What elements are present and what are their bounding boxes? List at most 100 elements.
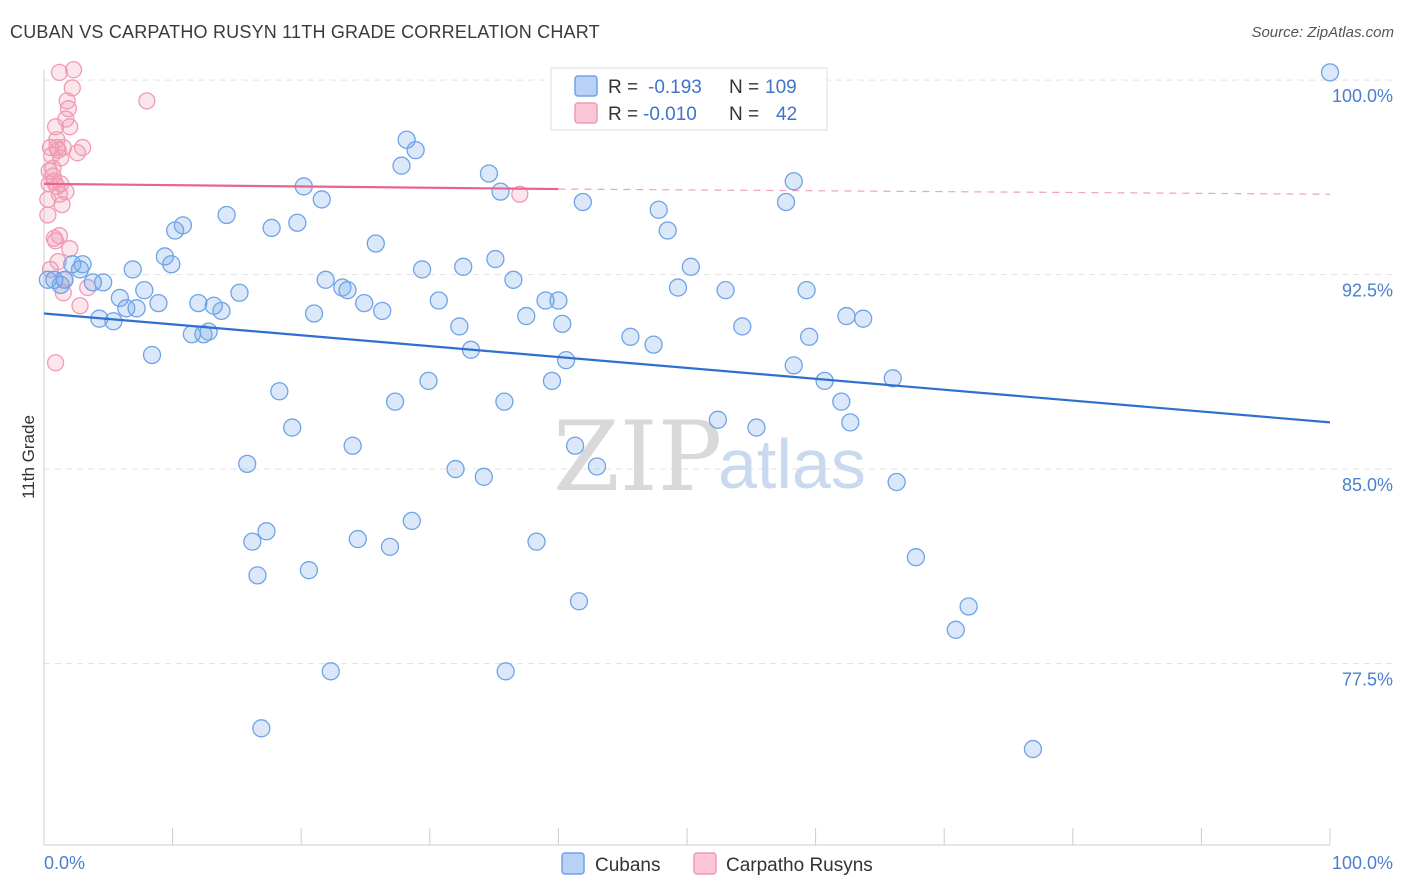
y-axis-label: 11th Grade xyxy=(19,415,38,499)
cuban-point xyxy=(348,529,367,549)
cuban-point xyxy=(162,255,181,274)
cuban-point xyxy=(419,371,438,391)
cuban-point xyxy=(104,312,123,331)
carpatho-rusyn-point xyxy=(46,354,65,372)
cuban-point xyxy=(479,164,499,183)
cuban-point xyxy=(343,436,362,455)
cuban-point xyxy=(837,306,856,326)
cuban-point xyxy=(243,532,262,551)
cuban-point xyxy=(504,270,523,289)
legend-pink-n-value: 42 xyxy=(776,104,797,125)
cuban-point xyxy=(496,662,515,681)
cuban-point xyxy=(565,436,585,455)
series-legend-swatch-cubans xyxy=(561,852,585,875)
legend-pink-r-label: R = xyxy=(608,104,638,125)
cuban-point xyxy=(127,299,146,318)
cuban-point xyxy=(212,301,231,321)
series-legend-cubans: Cubans xyxy=(595,855,661,876)
cuban-point xyxy=(658,221,677,240)
x-tick-label: 0.0% xyxy=(44,853,85,873)
cuban-point xyxy=(412,260,432,279)
cuban-point xyxy=(248,566,267,585)
cuban-point xyxy=(355,293,374,313)
cuban-point xyxy=(230,283,249,302)
cuban-point xyxy=(556,351,576,370)
cuban-point xyxy=(338,281,357,300)
cuban-point xyxy=(587,457,607,476)
cuban-point xyxy=(406,141,425,160)
cuban-point xyxy=(173,216,193,235)
axes xyxy=(43,70,1331,846)
cuban-point xyxy=(446,459,465,479)
cuban-point xyxy=(299,561,319,580)
cuban-point xyxy=(454,257,473,276)
cuban-point xyxy=(110,288,130,308)
cuban-point xyxy=(832,392,851,411)
legend-blue-r-value: -0.193 xyxy=(648,77,702,98)
cuban-point xyxy=(708,410,728,429)
cuban-point xyxy=(373,301,392,321)
carpatho-rusyn-point xyxy=(52,149,70,167)
x-tick-labels: 0.0% 100.0% xyxy=(44,853,1393,873)
carpatho-rusyn-point xyxy=(57,110,75,128)
cuban-point xyxy=(854,309,873,328)
carpatho-rusyn-point xyxy=(138,92,156,110)
carpatho-rusyn-point xyxy=(63,79,81,97)
chart-title: CUBAN VS CARPATHO RUSYN 11TH GRADE CORRE… xyxy=(10,22,600,42)
cuban-point xyxy=(668,278,688,297)
cuban-point xyxy=(321,662,340,681)
y-tick-label: 85.0% xyxy=(1342,475,1393,495)
cuban-point xyxy=(474,467,493,486)
cuban-point xyxy=(733,317,752,336)
watermark: ZIP atlas xyxy=(553,401,866,513)
cuban-point xyxy=(573,192,592,212)
cuban-point xyxy=(569,592,589,611)
cuban-point xyxy=(316,270,335,289)
carpatho-rusyn-point xyxy=(61,240,79,258)
cuban-point xyxy=(800,327,819,346)
carpatho-rusyn-point xyxy=(50,63,69,82)
legend-blue-n-label: N = xyxy=(729,77,759,98)
cuban-point xyxy=(283,418,302,437)
cuban-point xyxy=(747,418,766,437)
cuban-point xyxy=(517,306,536,326)
cuban-point xyxy=(392,156,411,175)
series-legend-carpatho: Carpatho Rusyns xyxy=(726,855,873,876)
cuban-point xyxy=(142,345,162,365)
y-tick-label: 92.5% xyxy=(1342,281,1393,301)
carpatho-rusyn-point xyxy=(40,162,58,180)
cuban-point xyxy=(946,620,965,639)
cubans-trend-line xyxy=(43,312,1331,424)
cuban-point xyxy=(83,273,103,292)
cuban-point xyxy=(366,234,385,253)
y-tick-label: 77.5% xyxy=(1342,670,1393,690)
cuban-point xyxy=(491,182,510,201)
carpatho-trend-extension xyxy=(558,188,1331,195)
cuban-point xyxy=(135,281,154,300)
cuban-point xyxy=(644,335,663,354)
cuban-point xyxy=(402,511,421,531)
cuban-point xyxy=(841,413,860,432)
carpatho-rusyn-point xyxy=(48,131,66,149)
carpatho-rusyn-point xyxy=(49,252,67,271)
carpatho-rusyn-point xyxy=(50,227,69,245)
legend-blue-r-label: R = xyxy=(608,77,638,98)
cubans-points xyxy=(38,63,1340,759)
cuban-point xyxy=(1320,63,1340,82)
cuban-point xyxy=(883,369,902,388)
cuban-point xyxy=(189,293,208,313)
cuban-point xyxy=(450,317,469,336)
cuban-point xyxy=(149,293,168,313)
cuban-point xyxy=(270,382,289,401)
cuban-point xyxy=(784,356,803,375)
cuban-point xyxy=(252,719,271,738)
cuban-point xyxy=(217,205,236,225)
x-tick-label: 100.0% xyxy=(1332,853,1393,873)
cuban-point xyxy=(536,291,555,310)
carpatho-rusyn-point xyxy=(68,144,87,162)
cuban-point xyxy=(199,322,218,341)
series-legend-swatch-carpatho xyxy=(693,852,717,875)
cuban-point xyxy=(716,281,735,300)
carpatho-rusyn-point xyxy=(511,185,529,203)
